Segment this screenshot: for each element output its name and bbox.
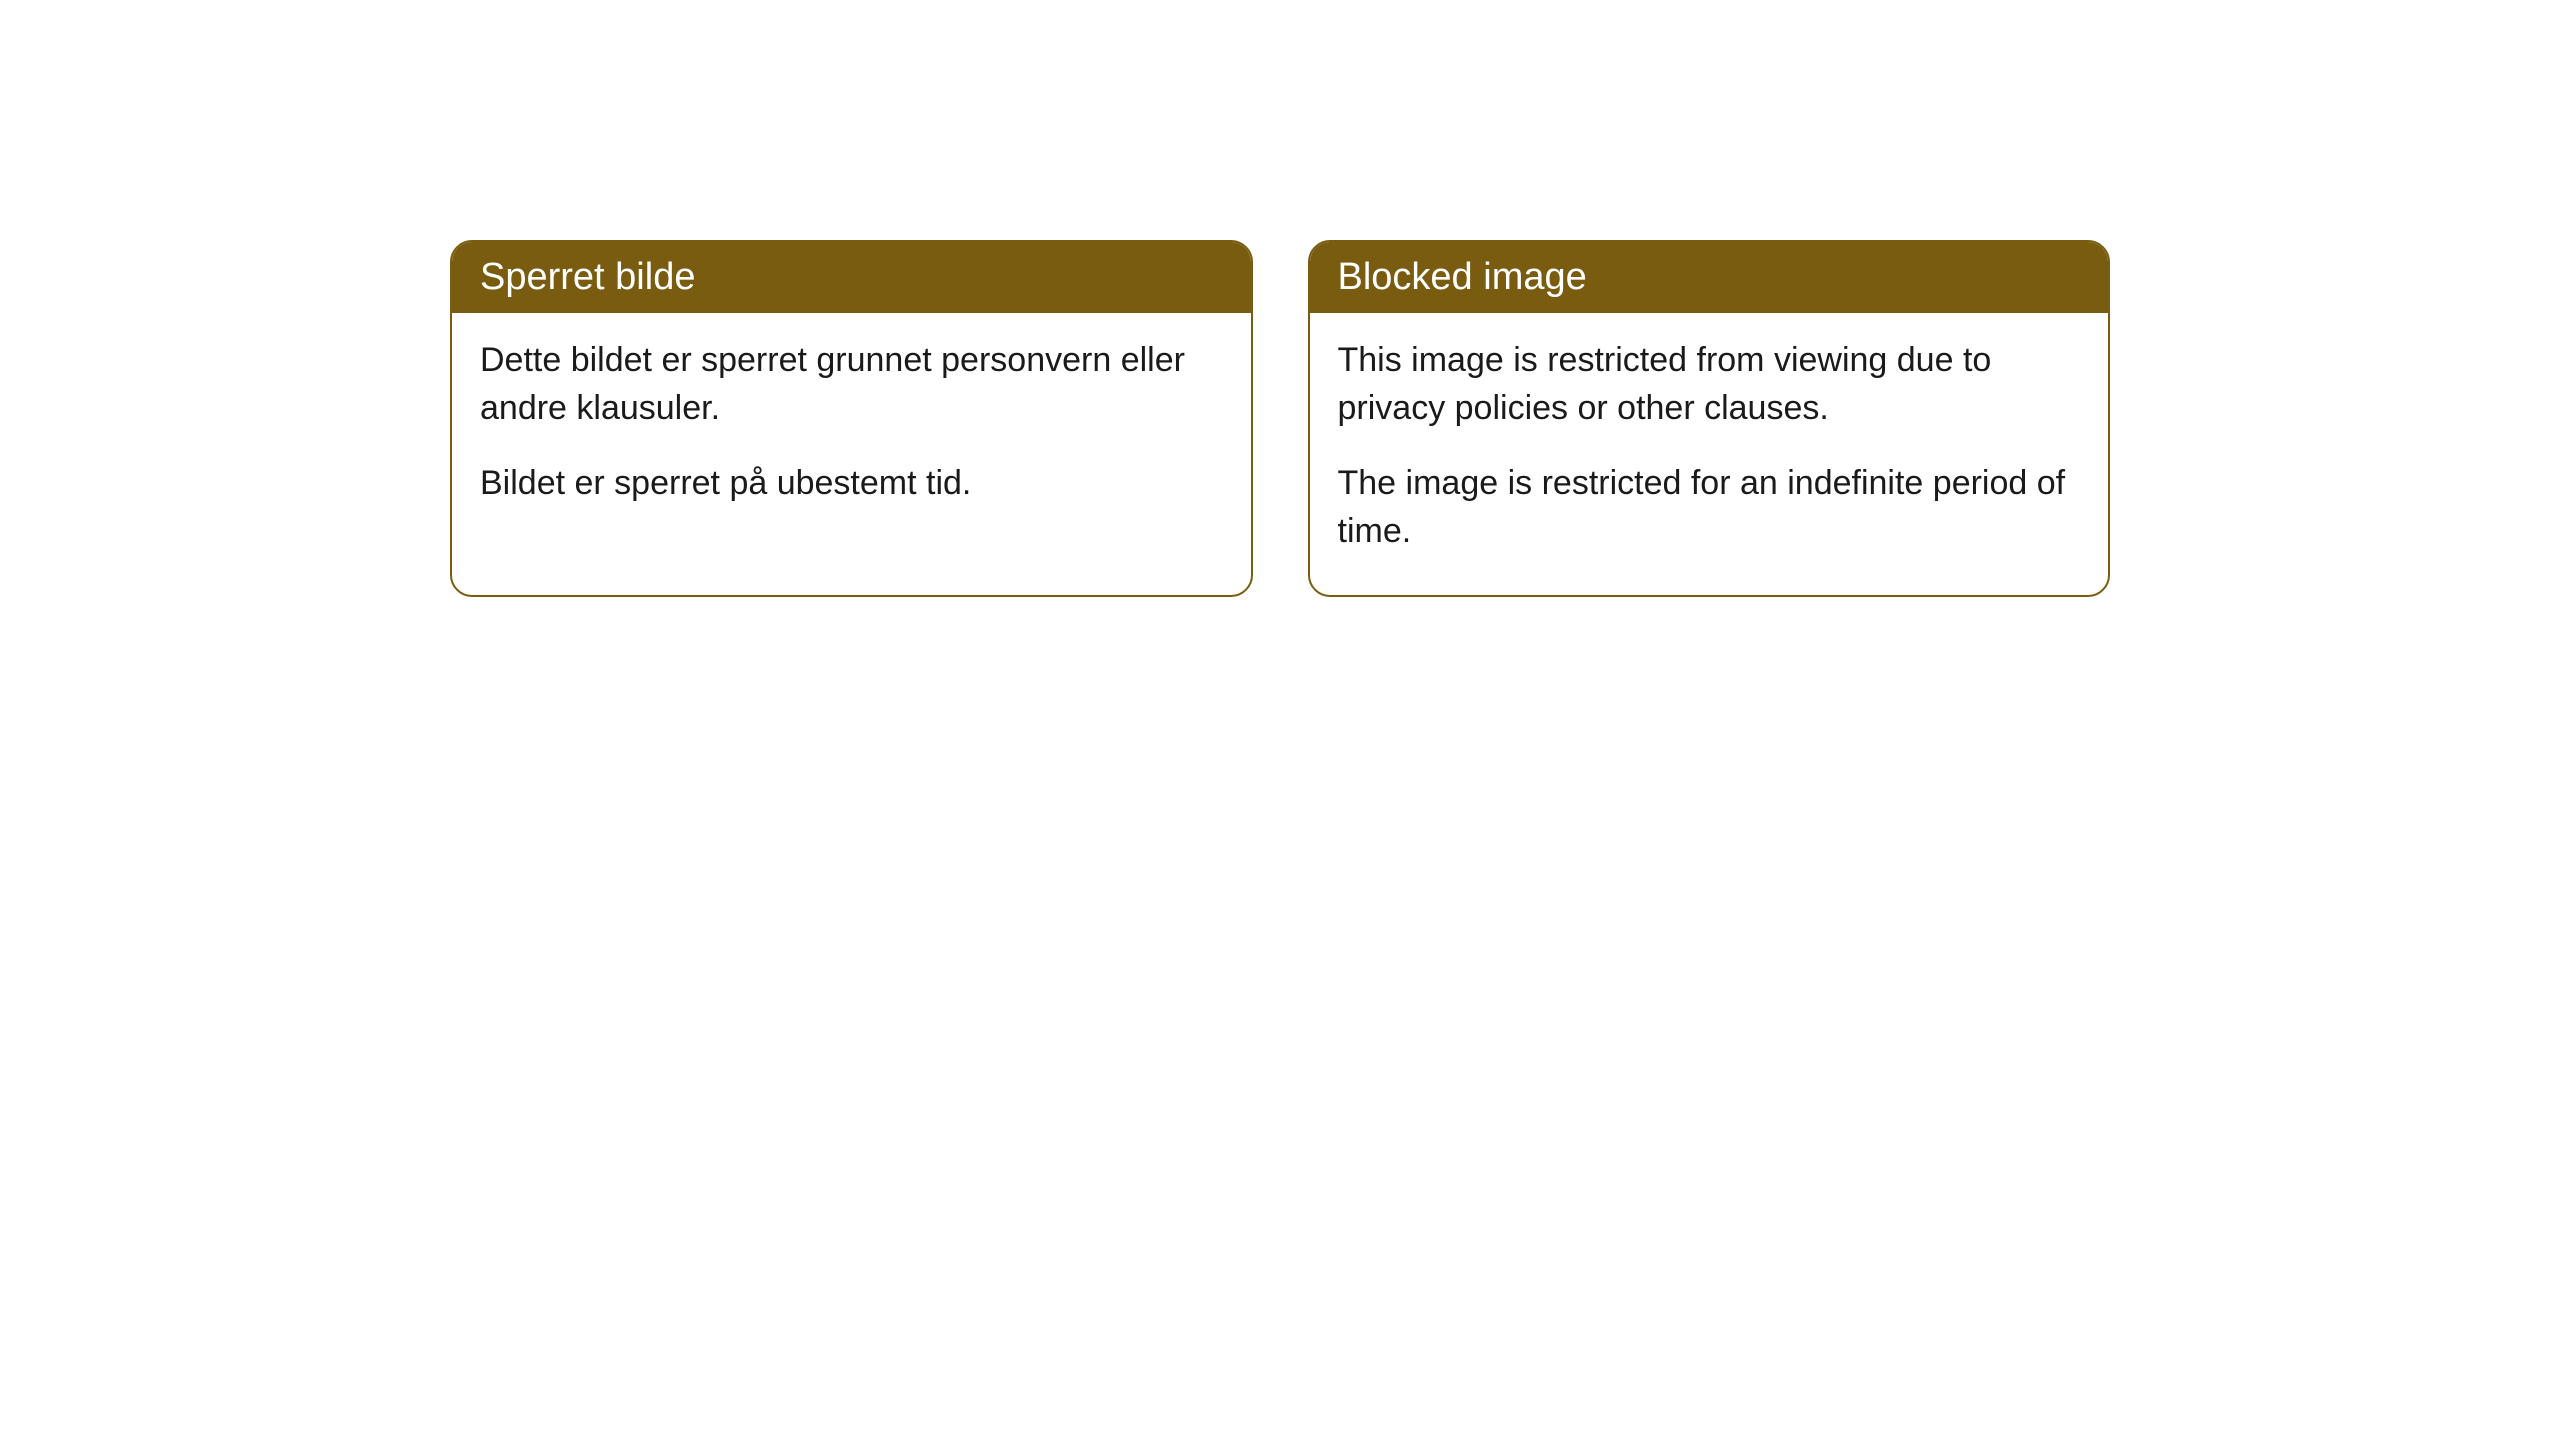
card-header-norwegian: Sperret bilde	[452, 242, 1251, 313]
card-paragraph: The image is restricted for an indefinit…	[1338, 460, 2081, 555]
card-body-norwegian: Dette bildet er sperret grunnet personve…	[452, 313, 1251, 548]
cards-container: Sperret bilde Dette bildet er sperret gr…	[450, 240, 2110, 597]
card-norwegian: Sperret bilde Dette bildet er sperret gr…	[450, 240, 1253, 597]
card-english: Blocked image This image is restricted f…	[1308, 240, 2111, 597]
card-header-english: Blocked image	[1310, 242, 2109, 313]
card-paragraph: Bildet er sperret på ubestemt tid.	[480, 460, 1223, 508]
card-paragraph: Dette bildet er sperret grunnet personve…	[480, 337, 1223, 432]
card-paragraph: This image is restricted from viewing du…	[1338, 337, 2081, 432]
card-body-english: This image is restricted from viewing du…	[1310, 313, 2109, 595]
